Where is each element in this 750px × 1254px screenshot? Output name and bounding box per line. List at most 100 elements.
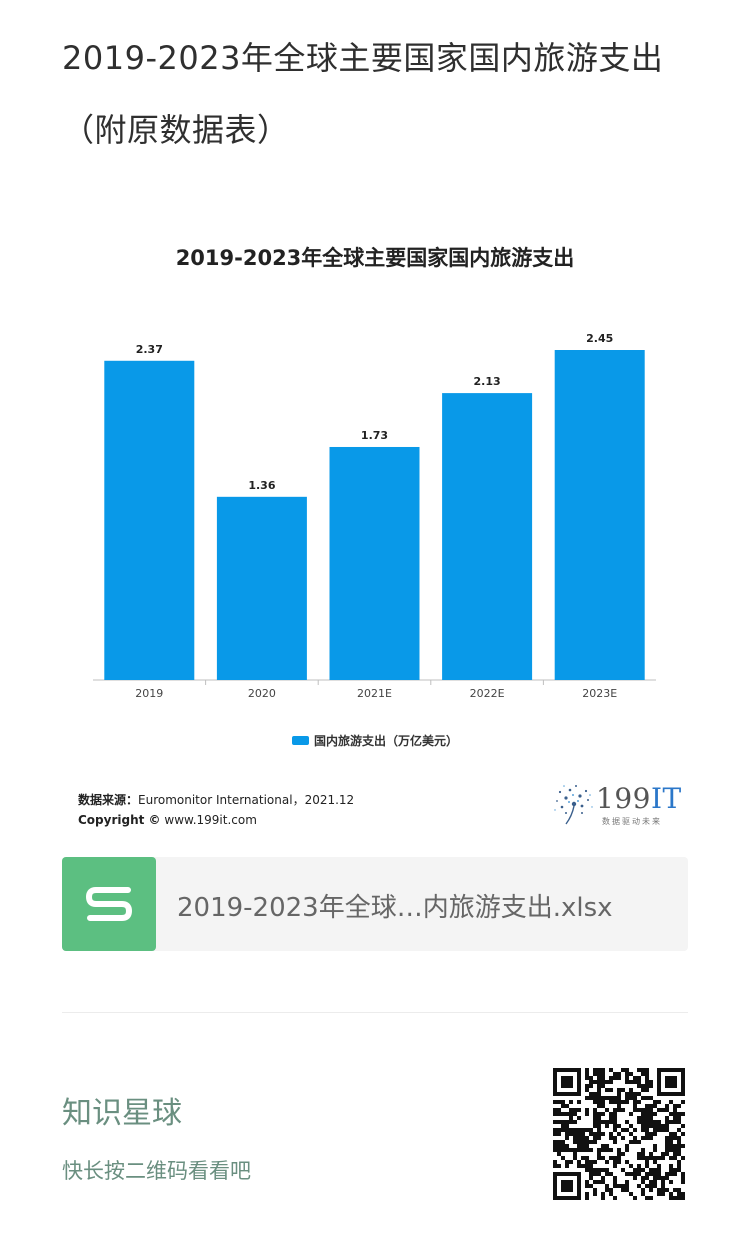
qr-module (641, 1112, 645, 1116)
qr-module (641, 1192, 645, 1196)
qr-module (617, 1148, 621, 1152)
qr-module (645, 1104, 649, 1108)
qr-module (625, 1172, 629, 1176)
qr-module (665, 1120, 669, 1124)
qr-module (589, 1092, 593, 1096)
data-label: 2.37 (136, 343, 163, 356)
qr-module (561, 1148, 565, 1152)
qr-module (677, 1164, 681, 1168)
qr-module (645, 1172, 649, 1176)
qr-module (589, 1168, 593, 1172)
qr-module (661, 1156, 665, 1160)
qr-module (573, 1108, 577, 1112)
qr-module (649, 1080, 653, 1084)
qr-module (681, 1180, 685, 1184)
bar-2020 (216, 496, 307, 680)
qr-module (649, 1180, 653, 1184)
qr-module (641, 1180, 645, 1184)
qr-module (593, 1136, 597, 1140)
qr-module (601, 1112, 605, 1116)
qr-module (577, 1108, 581, 1112)
qr-module (605, 1172, 609, 1176)
qr-module (653, 1160, 657, 1164)
qr-module (569, 1148, 573, 1152)
qr-module (589, 1172, 593, 1176)
qr-module (621, 1184, 625, 1188)
qr-module (593, 1168, 597, 1172)
qr-module (613, 1120, 617, 1124)
qr-code-icon[interactable] (553, 1068, 685, 1200)
qr-module (665, 1172, 669, 1176)
qr-module (629, 1192, 633, 1196)
qr-module (605, 1188, 609, 1192)
qr-module (609, 1116, 613, 1120)
qr-module (561, 1144, 565, 1148)
qr-module (565, 1132, 569, 1136)
qr-module (597, 1152, 601, 1156)
qr-module (601, 1076, 605, 1080)
qr-module (621, 1168, 625, 1172)
qr-module (677, 1140, 681, 1144)
qr-module (585, 1180, 589, 1184)
qr-module (645, 1116, 649, 1120)
qr-module (577, 1140, 581, 1144)
qr-module (673, 1156, 677, 1160)
qr-module (589, 1080, 593, 1084)
qr-module (581, 1136, 585, 1140)
qr-module (633, 1104, 637, 1108)
qr-module (589, 1128, 593, 1132)
qr-module (625, 1148, 629, 1152)
qr-module (641, 1068, 645, 1072)
qr-module (649, 1108, 653, 1112)
qr-module (653, 1148, 657, 1152)
qr-module (593, 1192, 597, 1196)
qr-module (669, 1136, 673, 1140)
qr-module (649, 1124, 653, 1128)
qr-module (597, 1156, 601, 1160)
qr-module (633, 1096, 637, 1100)
qr-module (633, 1176, 637, 1180)
qr-module (589, 1140, 593, 1144)
qr-module (585, 1128, 589, 1132)
qr-module (569, 1120, 573, 1124)
qr-module (609, 1148, 613, 1152)
qr-module (589, 1164, 593, 1168)
qr-module (673, 1132, 677, 1136)
qr-module (617, 1152, 621, 1156)
brand-name: 199IT (596, 782, 682, 815)
qr-module (593, 1120, 597, 1124)
post-title-line-1: 2019-2023年全球主要国家国内旅游支出 (62, 39, 664, 77)
qr-module (661, 1180, 665, 1184)
bar-2019 (104, 360, 195, 680)
qr-module (577, 1144, 581, 1148)
qr-module (645, 1128, 649, 1132)
qr-module (593, 1172, 597, 1176)
qr-module (585, 1108, 589, 1112)
qr-module (613, 1100, 617, 1104)
qr-module (649, 1116, 653, 1120)
qr-module (601, 1192, 605, 1196)
qr-module (609, 1172, 613, 1176)
qr-module (677, 1136, 681, 1140)
qr-module (641, 1136, 645, 1140)
qr-module (677, 1112, 681, 1116)
x-tick-label: 2020 (248, 687, 276, 700)
qr-module (653, 1184, 657, 1188)
x-tick-label: 2021E (357, 687, 392, 700)
qr-module (561, 1128, 565, 1132)
qr-module (585, 1096, 589, 1100)
data-label: 1.73 (361, 429, 388, 442)
qr-module (657, 1108, 661, 1112)
qr-module (585, 1192, 589, 1196)
qr-module (601, 1132, 605, 1136)
qr-module (633, 1100, 637, 1104)
qr-module (609, 1112, 613, 1116)
qr-module (597, 1132, 601, 1136)
qr-module (605, 1108, 609, 1112)
qr-module (625, 1184, 629, 1188)
attachment-file-card[interactable]: 2019-2023年全球…内旅游支出.xlsx (62, 857, 688, 951)
qr-module (641, 1148, 645, 1152)
qr-module (577, 1128, 581, 1132)
x-tick-label: 2019 (135, 687, 163, 700)
qr-module (669, 1144, 673, 1148)
